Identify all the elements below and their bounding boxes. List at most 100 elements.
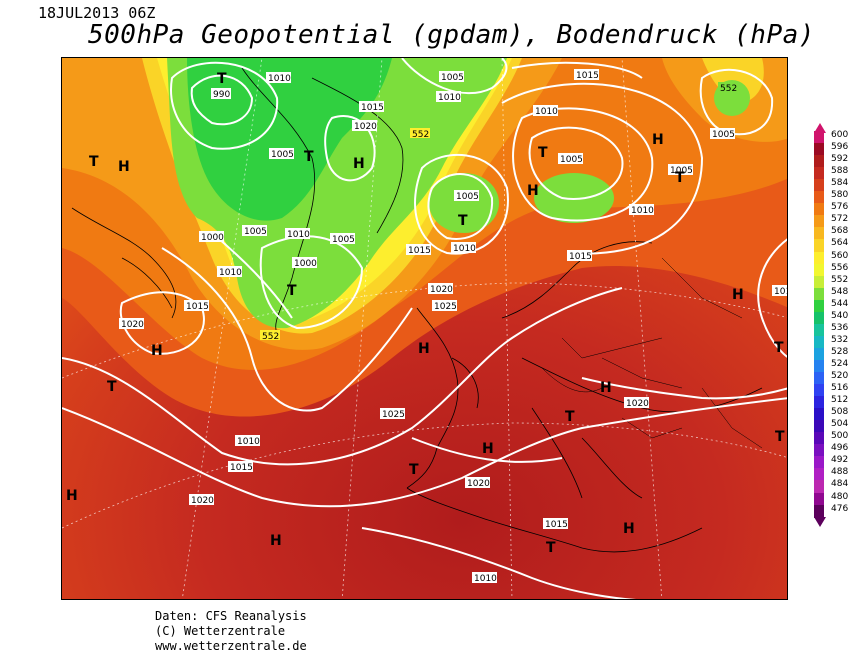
legend-label: 544 — [831, 298, 849, 309]
height-label-box — [718, 82, 738, 92]
high-symbol: H — [118, 159, 130, 175]
pressure-label-1020-balkans: 1020 — [626, 399, 649, 409]
legend-row: 592 — [812, 154, 850, 169]
low-symbol: T — [217, 71, 227, 87]
legend-arrow-up-icon — [814, 123, 826, 133]
low-symbol: T — [107, 379, 117, 395]
legend-swatch — [814, 359, 824, 373]
legend-row: 492 — [812, 455, 850, 470]
legend-swatch — [814, 323, 824, 337]
pressure-label-1015-atlantic: 1015 — [186, 302, 209, 312]
high-symbol: H — [652, 132, 664, 148]
legend-label: 536 — [831, 322, 849, 333]
legend-row: 532 — [812, 334, 850, 349]
legend-label: 496 — [831, 443, 849, 454]
legend-swatch — [814, 167, 824, 181]
legend-label: 504 — [831, 419, 849, 430]
pressure-label-1015: 1015 — [361, 103, 384, 113]
legend-swatch — [814, 384, 824, 398]
legend-row: 476 — [812, 504, 850, 518]
legend-swatch — [814, 468, 824, 482]
legend-row: 556 — [812, 262, 850, 277]
height-label-box — [260, 330, 280, 340]
pressure-label-1010-north: 1010 — [438, 93, 461, 103]
legend-label: 548 — [831, 286, 849, 297]
pressure-label-1010: 1010 — [268, 74, 291, 84]
legend-swatch — [814, 480, 824, 494]
pressure-label-1020-south: 1020 — [191, 496, 214, 506]
legend-swatch — [814, 191, 824, 205]
legend-row: 500 — [812, 431, 850, 446]
height-contour-labels: 552 552 552 — [260, 82, 738, 342]
copyright: (C) Wetterzentrale — [155, 624, 286, 638]
legend-row: 520 — [812, 371, 850, 385]
legend-swatch — [814, 347, 824, 361]
legend-swatch — [814, 456, 824, 470]
pressure-label-1015-north-sea: 1015 — [408, 246, 431, 256]
legend-swatch — [814, 299, 824, 313]
legend-row: 600 — [812, 130, 850, 144]
legend-row: 568 — [812, 226, 850, 241]
legend-arrow-down-icon — [814, 516, 826, 527]
legend-label: 520 — [831, 371, 849, 381]
legend-row: 552 — [812, 275, 850, 289]
height-label-box — [410, 128, 430, 138]
low-symbol: T — [458, 213, 468, 229]
website-url: www.wetterzentrale.de — [155, 639, 307, 653]
legend-swatch — [814, 372, 824, 385]
pressure-label-1005-west: 1005 — [244, 227, 267, 237]
low-norway — [429, 173, 499, 233]
pressure-label-1020: 1020 — [354, 122, 377, 132]
pressure-centers: T T H T H T T T H H T H T H H T H T H T … — [66, 71, 785, 556]
height-label-552: 552 — [412, 130, 429, 140]
legend-swatch — [814, 251, 824, 265]
legend-swatch — [814, 239, 824, 253]
legend-label: 532 — [831, 334, 849, 345]
legend-label: 572 — [831, 214, 849, 225]
legend-swatch — [814, 396, 824, 410]
legend-swatch — [814, 311, 824, 325]
legend-row: 572 — [812, 214, 850, 229]
legend-row: 496 — [812, 443, 850, 458]
legend-label: 540 — [831, 310, 849, 321]
low-symbol: T — [675, 170, 685, 186]
height-label-552-south: 552 — [262, 332, 279, 342]
pressure-label-1015-south: 1015 — [230, 463, 253, 473]
legend-row: 504 — [812, 419, 850, 434]
legend-label: 556 — [831, 262, 849, 273]
legend-row: 528 — [812, 347, 850, 361]
legend-label: 488 — [831, 467, 849, 478]
low-symbol: T — [774, 340, 784, 356]
pressure-label-1000-west: 1000 — [201, 233, 224, 243]
pressure-label-1015-baltic: 1015 — [569, 252, 592, 262]
legend-label: 588 — [831, 166, 849, 177]
legend-swatch — [814, 420, 824, 434]
pressure-label-1005: 1005 — [271, 150, 294, 160]
legend-row: 560 — [812, 251, 850, 265]
pressure-label-east-edge: 1015 — [774, 287, 788, 297]
legend-label: 568 — [831, 226, 849, 237]
high-symbol: H — [151, 343, 163, 359]
high-symbol: H — [732, 287, 744, 303]
legend-row: 484 — [812, 479, 850, 494]
legend-label: 508 — [831, 407, 849, 418]
high-symbol: H — [527, 183, 539, 199]
legend-label: 592 — [831, 154, 849, 165]
pressure-label-1010-east: 1010 — [631, 206, 654, 216]
pressure-label-1015-med: 1015 — [545, 520, 568, 530]
trough-core — [187, 58, 392, 221]
pressure-label-1005-east: 1005 — [712, 130, 735, 140]
legend-swatch — [814, 143, 824, 157]
low-symbol: T — [287, 283, 297, 299]
legend-swatch — [814, 275, 824, 289]
pressure-label-1010-ne: 1010 — [535, 107, 558, 117]
legend-row: 548 — [812, 286, 850, 301]
coastlines — [71, 67, 763, 553]
high-symbol: H — [623, 521, 635, 537]
pressure-label-1010-norway: 1010 — [453, 244, 476, 254]
graticule — [62, 58, 787, 599]
legend-swatch — [814, 179, 824, 193]
legend-label: 576 — [831, 202, 849, 213]
map-title: 500hPa Geopotential (gpdam), Bodendruck … — [88, 20, 815, 50]
legend-row: 536 — [812, 322, 850, 337]
